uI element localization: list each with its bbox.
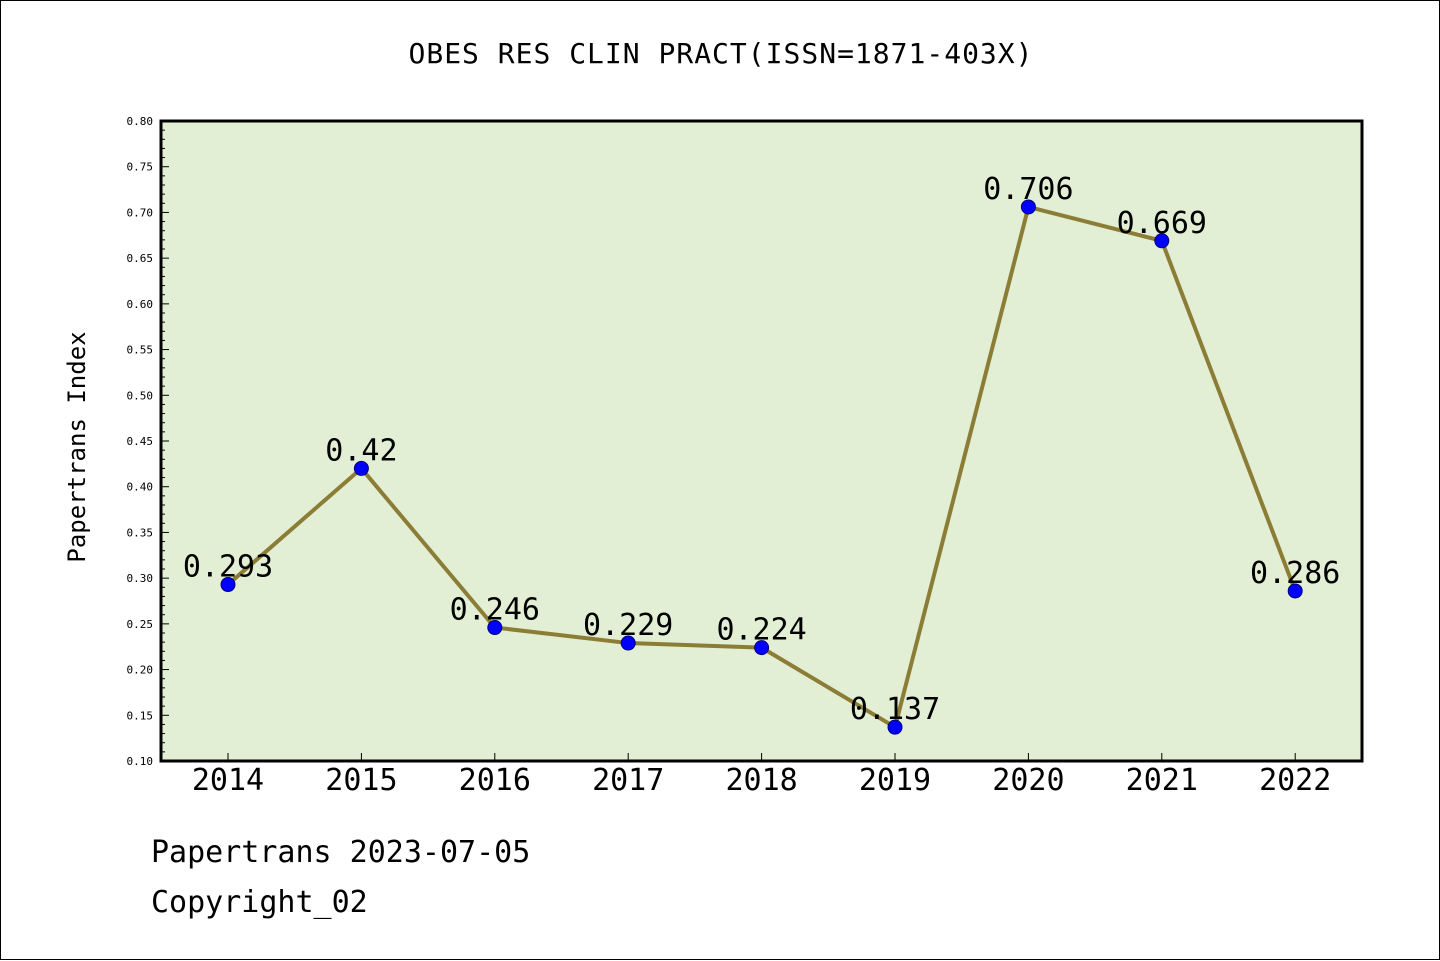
- footer-date: Papertrans 2023-07-05: [151, 835, 531, 870]
- data-label: 0.229: [583, 608, 673, 643]
- y-tick-label: 0.35: [127, 526, 154, 539]
- data-label: 0.293: [183, 550, 273, 585]
- y-tick-label: 0.70: [127, 206, 154, 219]
- x-tick-label: 2015: [325, 763, 397, 798]
- chart-title: OBES RES CLIN PRACT(ISSN=1871-403X): [408, 37, 1034, 70]
- data-label: 0.137: [850, 692, 940, 727]
- x-tick-label: 2021: [1126, 763, 1198, 798]
- y-tick-label: 0.10: [127, 755, 154, 768]
- data-label: 0.286: [1250, 556, 1340, 591]
- x-tick-label: 2016: [459, 763, 531, 798]
- data-point: [754, 640, 770, 656]
- data-point: [353, 460, 369, 476]
- y-tick-label: 0.45: [127, 435, 154, 448]
- plot-frame: [159, 119, 1364, 763]
- data-label: 0.224: [716, 613, 806, 648]
- y-tick-label: 0.65: [127, 252, 154, 265]
- x-tick-label: 2022: [1259, 763, 1331, 798]
- y-tick-label: 0.40: [127, 481, 154, 494]
- y-tick-label: 0.55: [127, 344, 154, 357]
- data-point: [1287, 583, 1303, 599]
- y-tick-label: 0.15: [127, 709, 154, 722]
- footer-copyright: Copyright_02: [151, 885, 368, 920]
- x-tick-label: 2019: [859, 763, 931, 798]
- data-point: [1020, 199, 1036, 215]
- y-tick-label: 0.80: [127, 115, 154, 128]
- y-tick-label: 0.30: [127, 572, 154, 585]
- y-tick-label: 0.60: [127, 298, 154, 311]
- x-tick-label: 2014: [192, 763, 264, 798]
- y-tick-label: 0.20: [127, 664, 154, 677]
- data-label: 0.669: [1117, 206, 1207, 241]
- data-point: [220, 577, 236, 593]
- data-point: [887, 719, 903, 735]
- data-point: [487, 620, 503, 636]
- data-label: 0.706: [983, 172, 1073, 207]
- x-tick-label: 2017: [592, 763, 664, 798]
- data-label: 0.42: [325, 433, 397, 468]
- y-tick-label: 0.25: [127, 618, 154, 631]
- y-tick-label: 0.75: [127, 161, 154, 174]
- data-point: [1154, 233, 1170, 249]
- x-tick-label: 2018: [725, 763, 797, 798]
- data-point: [620, 635, 636, 651]
- y-tick-label: 0.50: [127, 389, 154, 402]
- data-label: 0.246: [450, 593, 540, 628]
- x-tick-label: 2020: [992, 763, 1064, 798]
